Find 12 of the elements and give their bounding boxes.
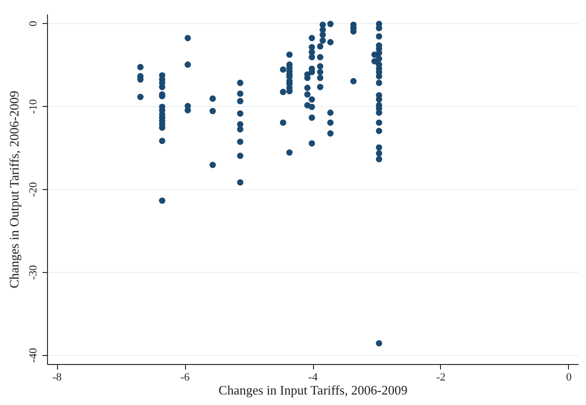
x-tick-label: 0 — [566, 372, 572, 384]
x-axis-title: Changes in Input Tariffs, 2006-2009 — [218, 382, 408, 398]
x-tick-label: -2 — [436, 372, 446, 384]
y-tick-label: -30 — [28, 264, 40, 280]
y-tick-label: 0 — [28, 20, 40, 26]
x-tick-label: -4 — [308, 372, 318, 384]
x-tick-label: -8 — [52, 372, 62, 384]
y-tick-label: -20 — [28, 182, 40, 197]
y-tick-label: -10 — [28, 98, 40, 114]
y-tick-label: -40 — [28, 348, 40, 363]
y-axis-title: Changes in Output Tariffs, 2006-2009 — [6, 90, 22, 288]
x-tick-label: -6 — [180, 372, 190, 384]
